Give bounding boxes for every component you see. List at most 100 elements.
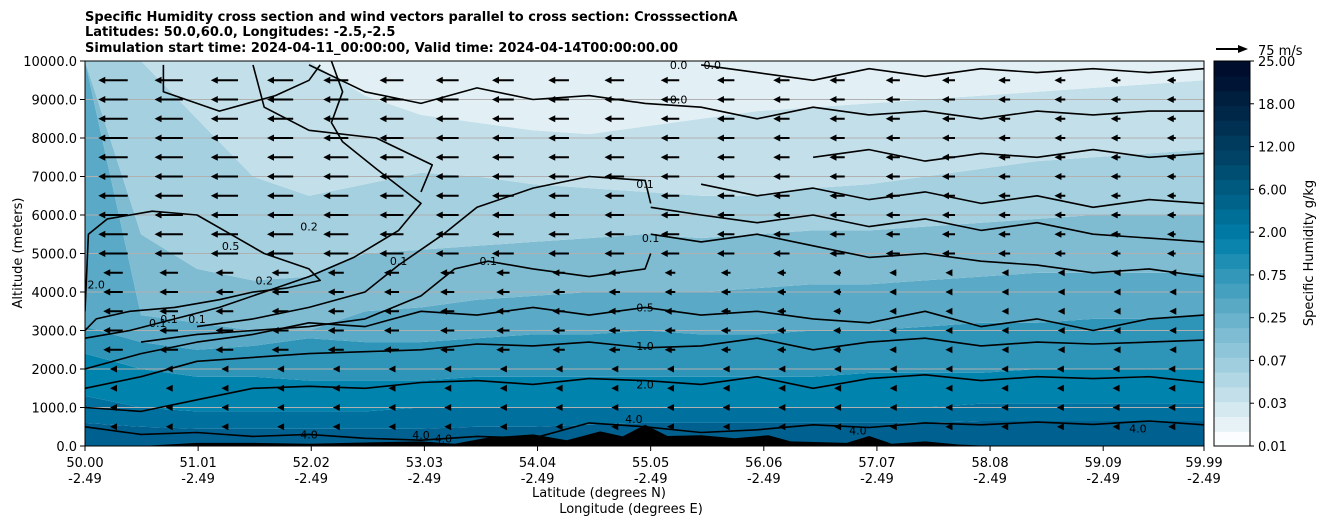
wind-vector (998, 230, 1011, 238)
x-tick-label-lon: -2.49 (860, 472, 894, 487)
wind-vector (945, 307, 953, 315)
wind-vector (1110, 230, 1121, 238)
wind-vector (1110, 192, 1121, 200)
wind-vector (379, 250, 404, 257)
wind-vector (159, 327, 179, 334)
wind-vector (608, 307, 621, 315)
wind-vector (604, 153, 625, 161)
wind-vector (267, 211, 294, 219)
wind-vector (103, 269, 123, 277)
wind-vector (210, 96, 239, 103)
wind-vector (1168, 404, 1176, 411)
title-line-1: Specific Humidity cross section and wind… (85, 10, 738, 25)
wind-vector (496, 288, 510, 296)
wind-vector (941, 115, 955, 123)
wind-vector (267, 250, 294, 257)
y-tick-label: 2000.0 (32, 363, 78, 378)
wind-vector (889, 404, 897, 411)
wind-vector (435, 96, 459, 103)
contour-line-2-0 (85, 374, 1204, 413)
wind-vector (1166, 211, 1176, 219)
wind-vector (720, 288, 731, 296)
humidity-band (85, 353, 1204, 412)
wind-vector (722, 384, 730, 392)
wind-vector (110, 365, 118, 373)
wind-vector (440, 307, 455, 315)
contour-label: 0.1 (160, 313, 178, 326)
wind-vector (604, 250, 625, 257)
y-tick-label: 5000.0 (32, 248, 78, 263)
wind-vector (435, 211, 459, 219)
colorbar-segment (1214, 179, 1250, 195)
wind-vector (829, 115, 845, 123)
wind-vector (1166, 115, 1176, 123)
colorbar-segment (1214, 416, 1250, 432)
wind-vector (383, 269, 400, 277)
wind-vector (1054, 115, 1066, 123)
contour-label: 4.0 (849, 425, 867, 438)
x-tick-label-lon: -2.49 (521, 472, 555, 487)
colorbar-segment (1214, 209, 1250, 225)
wind-vector (383, 307, 400, 315)
wind-vector (1166, 153, 1176, 161)
x-axis: 50.00-2.4951.01-2.4952.02-2.4953.03-2.49… (66, 446, 1223, 487)
wind-vector (548, 115, 569, 123)
wind-vector (327, 327, 344, 334)
wind-vector (604, 115, 625, 123)
wind-vector (103, 346, 123, 354)
wind-vector (666, 365, 674, 373)
y-axis: 0.0 1000.0 2000.0 3000.0 4000.0 5000.0 6000.0 7… (23, 55, 85, 455)
contour-line-1-0 (85, 337, 1204, 390)
wind-vector (548, 173, 569, 180)
x-tick-label-lat: 56.06 (745, 456, 782, 471)
title: Specific Humidity cross section and wind… (85, 10, 738, 56)
colorbar-segment (1214, 164, 1250, 181)
wind-vector (885, 96, 900, 103)
wind-vector (941, 76, 955, 84)
wind-vector (555, 384, 563, 392)
contour-label: 4.0 (300, 428, 318, 441)
wind-vector (1169, 269, 1177, 277)
wind-vector (491, 115, 514, 123)
contour-label: 4.0 (412, 429, 430, 442)
wind-vector (491, 96, 514, 103)
wind-vector (829, 192, 845, 200)
wind-vector (491, 153, 514, 161)
wind-vector (159, 346, 179, 354)
wind-vector (660, 230, 680, 238)
wind-vector (945, 384, 953, 392)
wind-vector (210, 115, 239, 123)
wind-vector (154, 173, 183, 180)
wind-vector (1054, 230, 1066, 238)
wind-vector (833, 269, 842, 277)
colorbar (1214, 61, 1250, 447)
wind-vector (165, 423, 173, 431)
wind-vector (159, 269, 179, 277)
wind-vector (829, 76, 845, 84)
wind-vector (277, 404, 285, 411)
wind-vector (945, 346, 953, 354)
wind-vector (154, 153, 183, 161)
y-tick-label: 10000.0 (23, 55, 77, 70)
x-tick-label-lat: 54.04 (519, 456, 556, 471)
wind-vector (1168, 365, 1176, 373)
wind-vector (664, 288, 676, 296)
colorbar-segment (1214, 342, 1250, 358)
wind-vector (379, 192, 404, 200)
x-tick-label-lat: 52.02 (293, 456, 330, 471)
quiver-key: 75 m/s (1216, 44, 1303, 59)
wind-vector (210, 153, 239, 161)
wind-vectors (98, 76, 1177, 431)
humidity-band (85, 61, 1204, 196)
x-tick-label-lon: -2.49 (1086, 472, 1120, 487)
wind-vector (548, 192, 569, 200)
wind-vector (327, 346, 344, 354)
wind-vector (1001, 288, 1009, 296)
wind-vector (889, 269, 897, 277)
colorbar-segment (1214, 386, 1250, 403)
wind-vector (548, 134, 569, 142)
y-tick-label: 1000.0 (32, 402, 78, 417)
wind-vector (271, 327, 289, 334)
wind-vector (1166, 230, 1176, 238)
colorbar-tick-label: 2.00 (1258, 226, 1287, 241)
